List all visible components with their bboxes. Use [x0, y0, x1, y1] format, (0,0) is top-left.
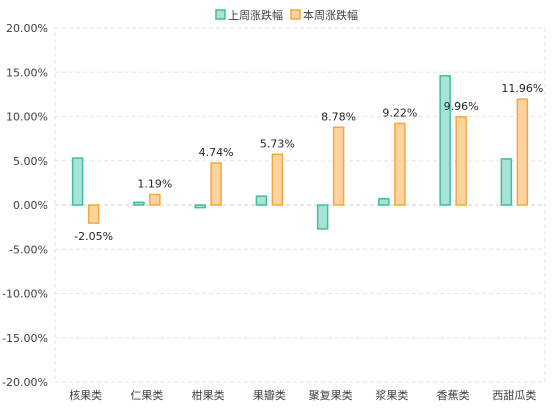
- x-tick-label: 香蕉类: [437, 388, 470, 402]
- x-tick-label: 柑果类: [192, 388, 225, 402]
- bar-series-2: [210, 162, 222, 206]
- bar-series-2: [455, 116, 467, 206]
- y-tick-label: 5.00%: [13, 155, 48, 168]
- x-tick-label: 浆果类: [375, 388, 408, 402]
- bar-series-2: [87, 204, 100, 224]
- x-tick-label: 果瓣类: [253, 388, 286, 402]
- y-tick-label: -5.00%: [9, 243, 48, 256]
- data-label: 1.19%: [137, 177, 172, 190]
- data-label: 11.96%: [501, 82, 543, 95]
- bar-series-2: [271, 153, 284, 206]
- bar-series-1: [194, 204, 206, 209]
- legend-label-1: 上周涨跌幅: [228, 8, 283, 22]
- bar-series-1: [439, 75, 451, 206]
- bar-series-1: [316, 204, 329, 230]
- data-label: 8.78%: [321, 110, 356, 123]
- bar-series-1: [500, 158, 513, 206]
- x-tick-label: 核果类: [69, 388, 102, 402]
- bar-series-2: [332, 126, 345, 206]
- plot-frame: [54, 27, 546, 383]
- x-tick-label: 仁果类: [130, 388, 163, 402]
- y-tick-label: -20.00%: [2, 376, 48, 389]
- data-label: 9.96%: [444, 100, 479, 113]
- data-label: 5.73%: [260, 137, 295, 150]
- data-label: 4.74%: [199, 146, 234, 159]
- legend-swatch-2: [290, 9, 301, 20]
- x-tick-label: 聚复果类: [309, 388, 353, 402]
- data-label: -2.05%: [74, 230, 113, 243]
- bar-series-2: [149, 193, 161, 206]
- bar-series-1: [71, 157, 84, 206]
- y-tick-label: 20.00%: [6, 22, 48, 35]
- x-tick-label: 西甜瓜类: [492, 388, 536, 402]
- bar-series-1: [255, 195, 268, 206]
- bar-series-1: [378, 198, 390, 206]
- y-tick-label: -15.00%: [2, 332, 48, 345]
- bar-series-1: [133, 201, 145, 206]
- data-label: 9.22%: [382, 106, 417, 119]
- y-tick-label: 15.00%: [6, 66, 48, 79]
- y-tick-label: 0.00%: [13, 199, 48, 212]
- y-tick-label: -10.00%: [2, 288, 48, 301]
- legend-swatch-1: [215, 9, 226, 20]
- y-tick-label: 10.00%: [6, 111, 48, 124]
- bar-series-2: [516, 98, 529, 206]
- bar-series-2: [394, 122, 406, 206]
- legend-label-2: 本周涨跌幅: [303, 8, 358, 22]
